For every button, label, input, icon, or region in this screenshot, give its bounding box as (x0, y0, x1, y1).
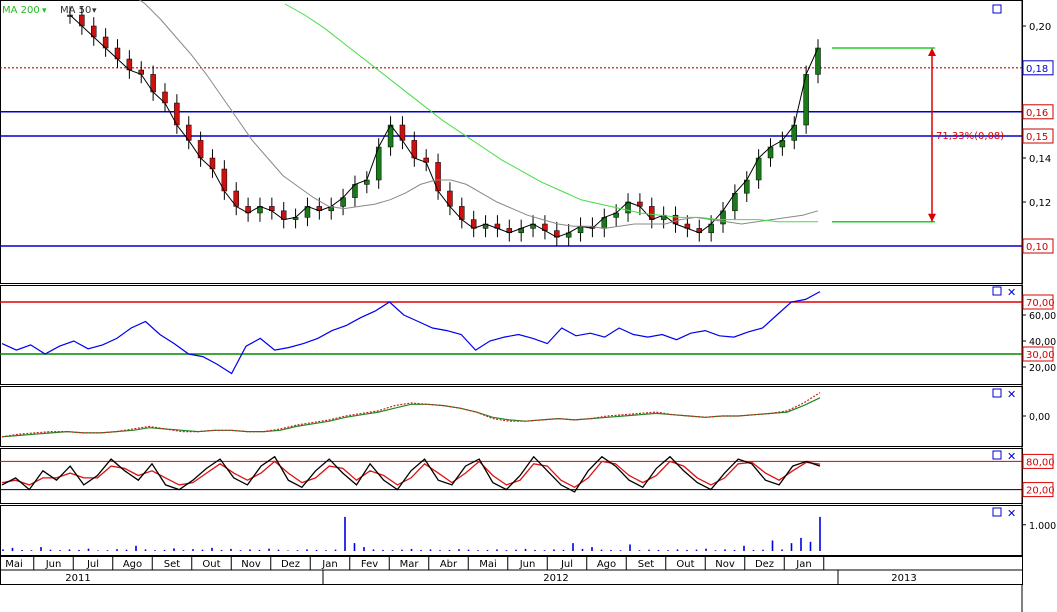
price-close-line (69, 14, 819, 238)
panel-controls: ✕ ✕ ✕ ✕ (992, 4, 1016, 520)
stoch-k-line (1, 455, 821, 493)
x-month-label: Jun (45, 559, 62, 570)
x-month-label: Ago (597, 559, 616, 570)
rsi-level-label: 70,00 (1026, 298, 1055, 309)
price-maximize-icon[interactable] (992, 4, 1002, 14)
measure-arrow-head (928, 48, 936, 56)
x-month-label: Out (676, 559, 694, 570)
stoch-close-icon[interactable]: ✕ (1007, 450, 1016, 463)
x-year-label: 2012 (543, 573, 568, 584)
x-month-label: Out (202, 559, 220, 570)
chart-legend: MA 200 ▾ MA 50 ▾ (2, 5, 97, 16)
stoch-level-label-box (1022, 453, 1054, 469)
price-ytick-label: 0,14 (1029, 154, 1051, 165)
macd-close-icon[interactable]: ✕ (1007, 388, 1016, 401)
stoch-d-line (1, 460, 821, 489)
rsi-ytick-label: 20,00 (1029, 363, 1056, 374)
x-month-label: Fev (361, 559, 378, 570)
x-year-label: 2011 (65, 573, 90, 584)
price-level-label-box (1022, 60, 1054, 76)
x-month-label: Mai (479, 559, 497, 570)
price-level-label: 0,15 (1026, 132, 1048, 143)
price-ytick-label: 0,12 (1029, 198, 1051, 209)
price-level-label-box (1022, 128, 1054, 144)
x-month-label: Jan (321, 559, 337, 570)
x-month-label: Mai (5, 559, 23, 570)
price-level-label: 0,10 (1026, 242, 1048, 253)
x-month-label: Mar (400, 559, 420, 570)
rsi-line (1, 291, 821, 375)
rsi-ytick-label: 60,00 (1029, 311, 1056, 322)
legend-ma-long-arrow[interactable]: ▾ (42, 6, 47, 16)
stoch-level-label: 80,00 (1026, 457, 1055, 468)
legend-ma-long: MA 200 (2, 5, 40, 16)
x-month-label: Jan (795, 559, 811, 570)
macd-ytick-label: 0,00 (1029, 412, 1050, 423)
x-month-label: Set (164, 559, 181, 570)
price-level-label-box (1022, 238, 1054, 254)
price-ytick-label: 0,20 (1029, 22, 1051, 33)
x-month-label: Jul (560, 559, 573, 570)
rsi-ytick-label: 40,00 (1029, 337, 1056, 348)
legend-ma-short-arrow[interactable]: ▾ (92, 6, 97, 16)
x-month-label: Set (638, 559, 655, 570)
rsi-close-icon[interactable]: ✕ (1007, 286, 1016, 299)
rsi-level-label: 30,00 (1026, 350, 1055, 361)
legend-ma-short: MA 50 (60, 5, 91, 16)
rsi-level-label-box (1022, 346, 1054, 362)
price-level-label: 0,16 (1026, 108, 1048, 119)
volume-close-icon[interactable]: ✕ (1007, 507, 1016, 520)
x-month-label: Jun (519, 559, 536, 570)
volume-ytick-label: 1.000,0 (1029, 521, 1057, 532)
x-year-label: 2013 (891, 573, 916, 584)
x-month-label: Abr (440, 559, 458, 570)
x-month-label: Nov (715, 559, 735, 570)
price-level-label-box (1022, 104, 1054, 120)
x-month-label: Dez (281, 559, 300, 570)
measure-annotation-label: 71,33%(0,08) (936, 131, 1004, 142)
macd-line (1, 392, 821, 438)
rsi-maximize-icon[interactable] (992, 286, 1002, 296)
ma-long-line (284, 3, 818, 223)
x-month-label: Ago (123, 559, 142, 570)
x-month-label: Nov (241, 559, 261, 570)
stoch-level-label-box (1022, 482, 1054, 498)
macd-signal-line (1, 397, 821, 438)
macd-maximize-icon[interactable] (992, 388, 1002, 398)
x-month-label: Jul (86, 559, 99, 570)
price-level-label: 0,18 (1026, 64, 1048, 75)
x-month-label: Dez (755, 559, 774, 570)
volume-maximize-icon[interactable] (992, 507, 1002, 517)
measure-arrow-tail (928, 213, 936, 222)
rsi-level-label-box (1022, 294, 1054, 310)
stoch-level-label: 20,00 (1026, 486, 1055, 497)
stoch-maximize-icon[interactable] (992, 450, 1002, 460)
ma-short-line (138, 0, 819, 229)
